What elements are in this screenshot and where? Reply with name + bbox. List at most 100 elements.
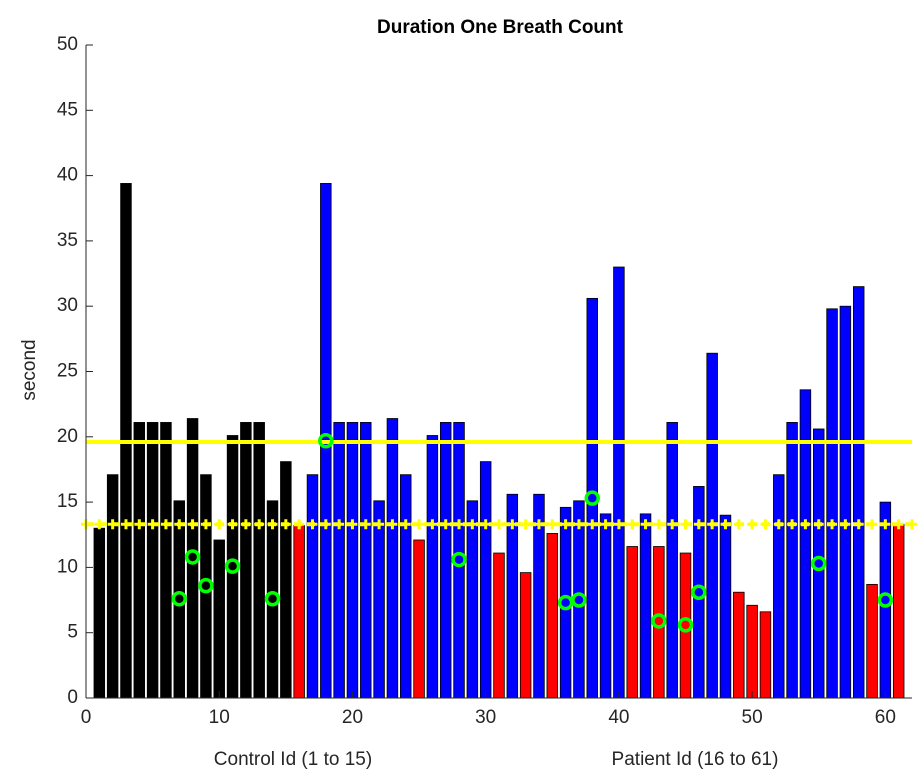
bar [813,428,825,699]
bar [879,501,892,699]
reference-marker [840,519,851,530]
reference-marker [560,519,571,530]
reference-marker [907,519,917,530]
reference-marker [800,519,811,530]
x-axis-label: Control Id (1 to 15) [214,749,372,770]
bar [293,525,305,699]
bar [93,527,106,699]
bar [839,305,852,699]
bar [892,523,905,699]
reference-marker [94,519,105,530]
reference-marker [720,519,731,530]
bar [386,418,399,699]
marker [810,555,827,572]
y-tick-label: 20 [57,426,78,447]
reference-marker [680,519,691,530]
bar [160,422,172,699]
bar [653,546,665,699]
reference-marker [867,519,878,530]
reference-marker [467,519,478,530]
marker [224,558,241,574]
reference-marker [893,519,904,530]
reference-marker [387,519,398,530]
reference-marker [520,519,531,530]
chart-title: Duration One Breath Count [377,17,624,38]
marker [691,584,707,600]
reference-marker [414,519,425,530]
reference-marker [360,519,371,530]
reference-marker [747,519,758,530]
bar [799,389,812,699]
reference-marker [427,519,438,530]
reference-marker [494,519,504,530]
bar [333,422,345,699]
bar [466,500,479,699]
bar [693,486,705,699]
x-tick-label: 10 [209,707,230,728]
reference-marker [454,519,465,530]
reference-marker [733,519,744,530]
x-tick-label: 40 [608,707,629,728]
reference-marker [640,519,651,530]
bar [400,474,412,699]
x-tick-label: 20 [342,707,363,728]
bar [613,266,625,699]
y-axis-label: second [19,339,40,400]
bar [346,422,359,699]
bar [773,474,785,699]
reference-marker [613,519,624,530]
y-tick-label: 5 [67,622,78,643]
x-tick-label: 60 [875,707,896,728]
bar [240,422,252,699]
y-tick-label: 40 [57,165,78,186]
reference-marker [480,519,491,530]
marker [571,592,587,608]
reference-marker [307,519,318,530]
y-tick-label: 35 [57,230,78,251]
reference-marker [200,519,211,530]
bar [173,500,185,699]
reference-marker [400,519,411,530]
marker [171,590,188,607]
reference-marker [334,519,345,530]
bar [573,500,585,699]
bar [546,533,559,699]
reference-marker [787,519,798,530]
reference-marker [600,519,611,530]
reference-marker [627,519,638,530]
marker [677,617,694,633]
bar [479,461,492,699]
reference-marker [440,519,451,530]
reference-marker [134,519,145,530]
marker [451,551,467,568]
bar [146,422,159,699]
bar [280,461,292,699]
reference-marker [347,519,358,530]
y-tick-label: 45 [57,99,78,120]
reference-marker [653,519,664,530]
bar [253,422,265,699]
bar [519,572,532,699]
bar [306,474,319,699]
bar [200,474,212,699]
bar [360,422,372,699]
reference-marker [533,519,544,530]
reference-marker [813,519,824,530]
marker [557,594,574,611]
x-tick-label: 30 [475,707,496,728]
bar [226,435,239,699]
reference-marker [280,519,291,530]
x-tick-label: 50 [742,707,763,728]
reference-marker [240,519,251,530]
bar [413,539,425,699]
reference-marker [374,519,385,530]
reference-marker [853,519,864,530]
bar [439,422,452,699]
bar [639,513,652,699]
bar [586,297,598,699]
reference-marker [507,519,518,530]
marker [198,577,214,594]
bar [866,583,878,699]
bar [826,308,838,699]
